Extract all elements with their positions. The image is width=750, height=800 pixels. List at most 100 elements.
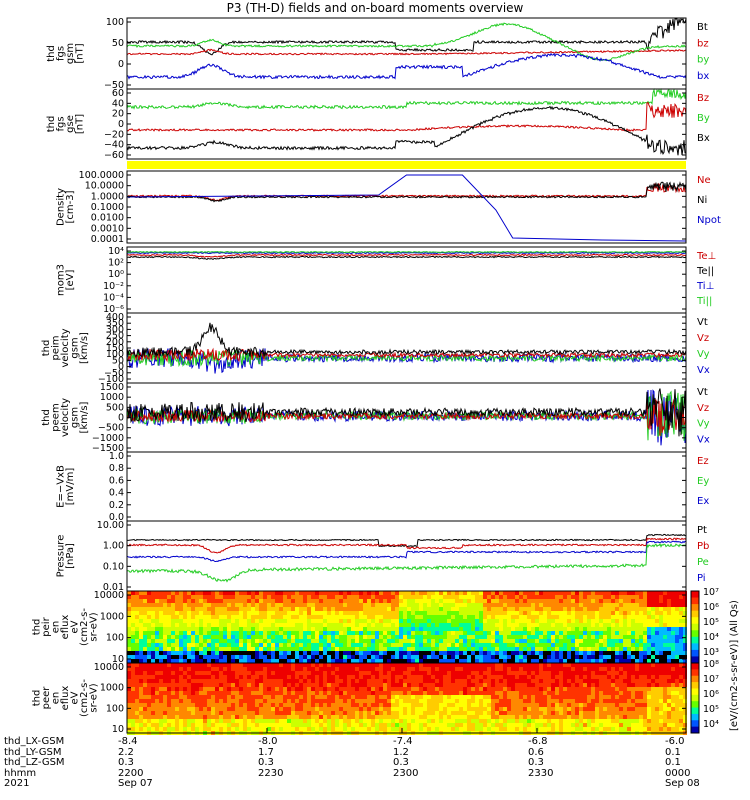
spectrogram-cell [579,643,583,647]
spectrogram-cell [239,647,243,651]
spectrogram-cell [207,703,211,707]
spectrogram-cell [407,679,411,683]
spectrogram-cell [527,643,531,647]
spectrogram-cell [255,695,259,699]
spectrogram-cell [611,647,615,651]
spectrogram-cell [539,675,543,679]
spectrogram-cell [343,719,347,723]
spectrogram-cell [423,627,427,631]
spectrogram-cell [655,707,659,711]
spectrogram-cell [647,655,651,659]
spectrogram-cell [131,591,135,595]
spectrogram-cell [207,599,211,603]
spectrogram-cell [503,727,507,731]
spectrogram-cell [515,619,519,623]
spectrogram-cell [607,659,611,663]
spectrogram-cell [667,691,671,695]
spectrogram-cell [467,695,471,699]
spectrogram-cell [679,623,683,627]
spectrogram-cell [423,639,427,643]
spectrogram-cell [603,631,607,635]
spectrogram-cell [267,659,271,663]
spectrogram-cell [623,703,627,707]
spectrogram-cell [247,591,251,595]
spectrogram-cell [223,651,227,655]
spectrogram-cell [391,615,395,619]
spectrogram-cell [647,647,651,651]
spectrogram-cell [623,727,627,731]
spectrogram-cell [463,647,467,651]
spectrogram-cell [211,695,215,699]
spectrogram-cell [527,647,531,651]
spectrogram-cell [435,619,439,623]
spectrogram-cell [335,687,339,691]
spectrogram-cell [239,651,243,655]
spectrogram-cell [279,699,283,703]
spectrogram-cell [163,599,167,603]
spectrogram-cell [399,723,403,727]
spectrogram-cell [639,655,643,659]
spectrogram-cell [155,687,159,691]
spectrogram-cell [239,667,243,671]
spectrogram-cell [191,691,195,695]
spectrogram-cell [399,623,403,627]
spectrogram-cell [455,675,459,679]
spectrogram-cell [455,663,459,667]
spectrogram-cell [175,615,179,619]
spectrogram-cell [287,675,291,679]
spectrogram-cell [619,619,623,623]
spectrogram-cell [575,667,579,671]
spectrogram-cell [127,607,131,611]
spectrogram-cell [367,683,371,687]
spectrogram-cell [463,639,467,643]
spectrogram-cell [467,627,471,631]
spectrogram-cell [331,687,335,691]
spectrogram-cell [287,723,291,727]
spectrogram-cell [371,607,375,611]
spectrogram-cell [419,727,423,731]
spectrogram-cell [327,615,331,619]
spectrogram-cell [287,727,291,731]
spectrogram-cell [343,667,347,671]
spectrogram-cell [559,715,563,719]
spectrogram-cell [439,623,443,627]
spectrogram-cell [163,711,167,715]
spectrogram-cell [287,683,291,687]
spectrogram-cell [323,647,327,651]
spectrogram-cell [643,611,647,615]
spectrogram-cell [247,675,251,679]
spectrogram-cell [487,691,491,695]
spectrogram-cell [215,687,219,691]
spectrogram-cell [411,627,415,631]
spectrogram-cell [343,695,347,699]
spectrogram-cell [563,683,567,687]
spectrogram-cell [399,711,403,715]
spectrogram-cell [379,663,383,667]
spectrogram-cell [459,615,463,619]
spectrogram-cell [479,723,483,727]
spectrogram-cell [263,703,267,707]
spectrogram-cell [647,627,651,631]
spectrogram-cell [263,695,267,699]
spectrogram-cell [419,611,423,615]
spectrogram-cell [647,599,651,603]
spectrogram-cell [603,615,607,619]
spectrogram-cell [483,671,487,675]
spectrogram-cell [223,727,227,731]
spectrogram-cell [611,595,615,599]
spectrogram-cell [175,675,179,679]
spectrogram-cell [627,695,631,699]
spectrogram-cell [535,679,539,683]
spectrogram-cell [551,675,555,679]
spectrogram-cell [327,591,331,595]
spectrogram-cell [475,695,479,699]
spectrogram-cell [339,683,343,687]
spectrogram-cell [519,627,523,631]
spectrogram-cell [203,683,207,687]
spectrogram-cell [487,627,491,631]
spectrogram-cell [479,651,483,655]
spectrogram-cell [467,727,471,731]
spectrogram-cell [659,711,663,715]
spectrogram-cell [223,623,227,627]
spectrogram-cell [615,619,619,623]
